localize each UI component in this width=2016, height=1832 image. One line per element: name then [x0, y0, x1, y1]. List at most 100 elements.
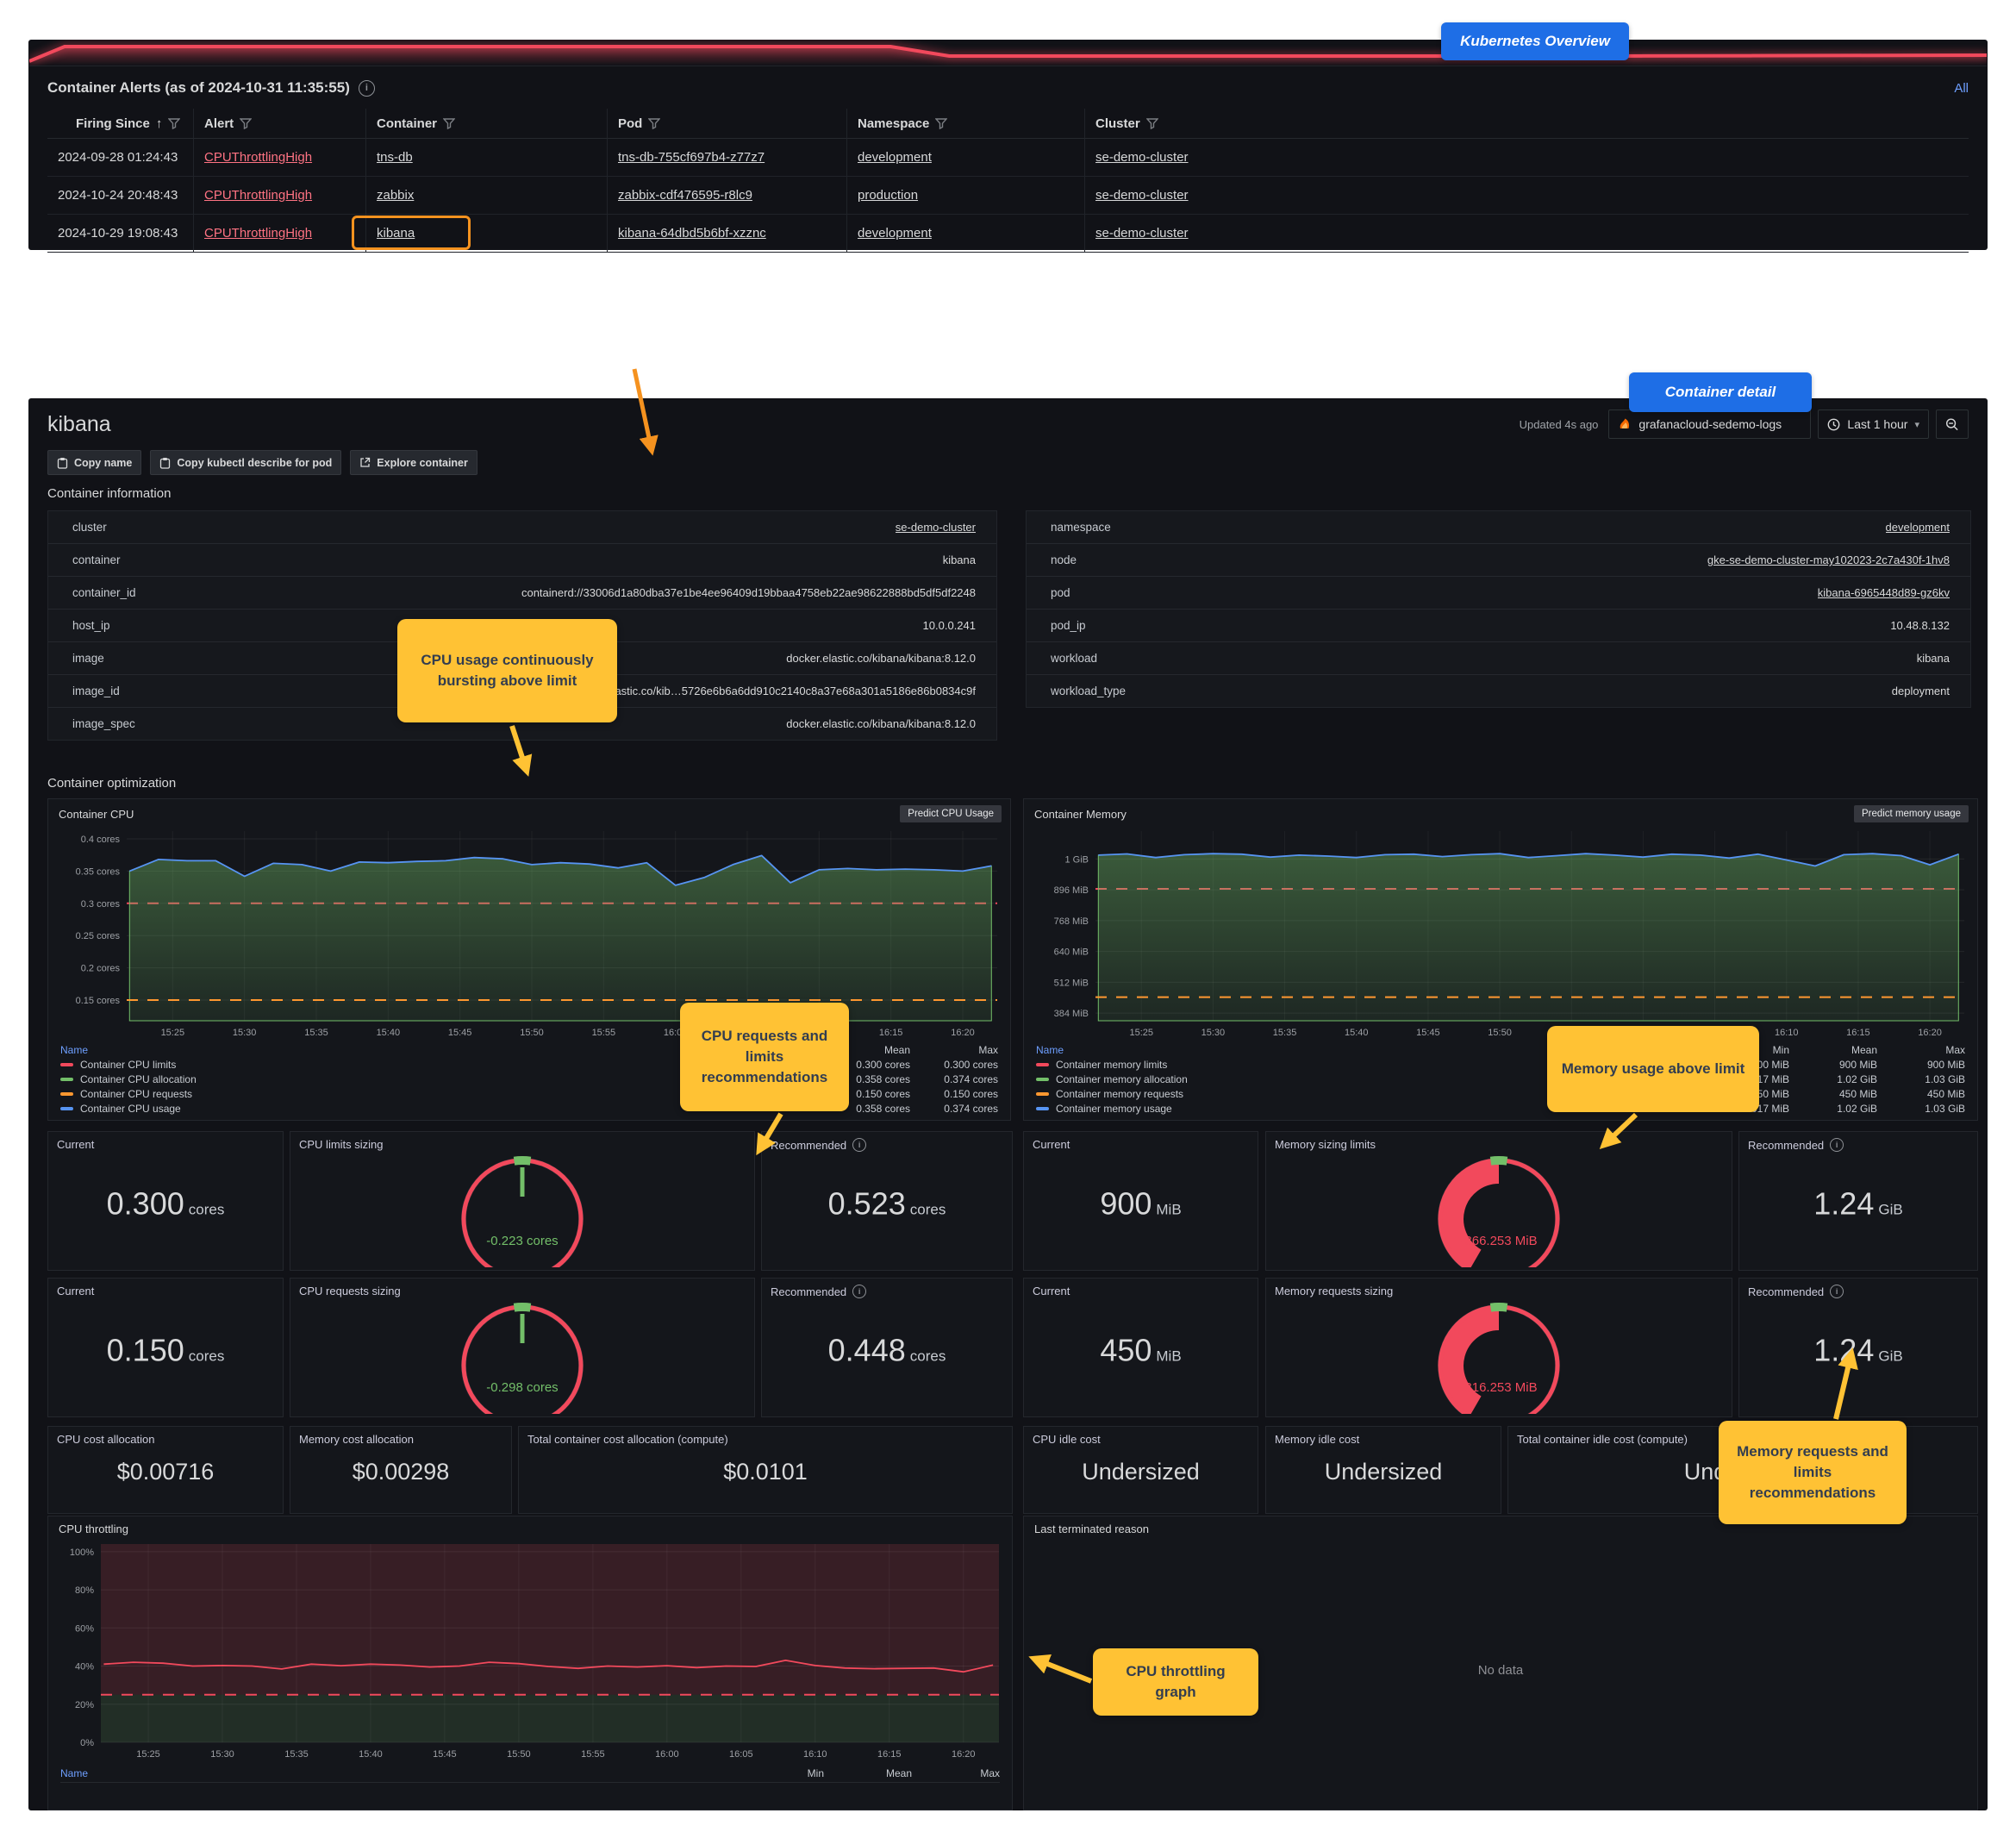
- memory-sizing-limits-gauge-panel: Memory sizing limits -366.253 MiB: [1265, 1131, 1732, 1271]
- legend-series-name[interactable]: Container memory allocation: [1056, 1072, 1188, 1085]
- pod-link[interactable]: zabbix-cdf476595-r8lc9: [618, 188, 752, 203]
- legend-series-name[interactable]: Container memory limits: [1056, 1058, 1168, 1071]
- svg-text:16:15: 16:15: [1846, 1028, 1870, 1038]
- container-optimization-heading: Container optimization: [47, 776, 177, 791]
- column-header-firing-since[interactable]: Firing Since ↑: [47, 109, 194, 139]
- filter-icon[interactable]: [168, 117, 181, 129]
- node-value-link[interactable]: gke-se-demo-cluster-may102023-2c7a430f-1…: [1707, 553, 1950, 566]
- svg-text:15:30: 15:30: [210, 1749, 234, 1760]
- container-information-heading: Container information: [47, 486, 172, 501]
- series-swatch: [60, 1106, 73, 1110]
- svg-text:-0.223 cores: -0.223 cores: [486, 1234, 558, 1248]
- alert-link[interactable]: CPUThrottlingHigh: [204, 188, 313, 203]
- filter-icon[interactable]: [935, 117, 948, 129]
- info-icon[interactable]: i: [1830, 1285, 1844, 1298]
- callout-memory-above-limit: Memory usage above limit: [1547, 1026, 1759, 1112]
- svg-text:15:35: 15:35: [284, 1749, 309, 1760]
- legend-col-name[interactable]: Name: [60, 1043, 89, 1056]
- series-swatch: [60, 1062, 73, 1066]
- filter-icon[interactable]: [648, 117, 661, 129]
- total-cost-allocation-stat: Total container cost allocation (compute…: [518, 1426, 1013, 1514]
- cluster-link[interactable]: se-demo-cluster: [1095, 150, 1189, 165]
- svg-text:0.25 cores: 0.25 cores: [76, 931, 121, 941]
- svg-text:15:50: 15:50: [520, 1028, 544, 1038]
- firing-since-cell: 2024-09-28 01:24:43: [47, 139, 194, 177]
- alert-link[interactable]: CPUThrottlingHigh: [204, 150, 313, 165]
- svg-text:16:05: 16:05: [729, 1749, 753, 1760]
- table-row: 2024-10-29 19:08:43 CPUThrottlingHigh ki…: [47, 215, 1969, 253]
- legend-row: Container CPU usage 0.358 cores 0.374 core…: [60, 1102, 998, 1115]
- info-icon[interactable]: i: [1830, 1138, 1844, 1152]
- svg-text:16:20: 16:20: [951, 1028, 975, 1038]
- legend-row: Container memory limits 900 MiB 900 MiB 900…: [1036, 1058, 1965, 1071]
- memory-limit-recommended-stat: Recommended i 1.24 GiB: [1738, 1131, 1978, 1271]
- cluster-link[interactable]: se-demo-cluster: [1095, 226, 1189, 241]
- filter-icon[interactable]: [1145, 117, 1158, 129]
- legend-header: Name Min Mean Max: [1036, 1043, 1965, 1056]
- filter-icon[interactable]: [443, 117, 456, 129]
- sort-asc-icon[interactable]: ↑: [155, 116, 163, 131]
- pod-value-link[interactable]: kibana-6965448d89-gz6kv: [1817, 586, 1950, 599]
- kubernetes-overview-badge: Kubernetes Overview: [1441, 22, 1629, 60]
- svg-text:15:55: 15:55: [581, 1749, 605, 1760]
- cpu-limits-sizing-gauge-panel: CPU limits sizing -0.223 cores: [290, 1131, 755, 1271]
- svg-text:15:40: 15:40: [377, 1028, 401, 1038]
- cluster-link[interactable]: se-demo-cluster: [1095, 188, 1189, 203]
- container-cpu-title: Container CPU: [59, 807, 134, 821]
- namespace-link[interactable]: development: [858, 226, 932, 241]
- pod-link[interactable]: tns-db-755cf697b4-z77z7: [618, 150, 765, 165]
- time-range-picker[interactable]: Last 1 hour ▾: [1818, 410, 1929, 439]
- svg-text:60%: 60%: [75, 1623, 94, 1634]
- copy-kubectl-describe-button[interactable]: Copy kubectl describe for pod: [150, 450, 342, 475]
- datasource-picker[interactable]: grafanacloud-sedemo-logs: [1608, 410, 1812, 439]
- cluster-value-link[interactable]: se-demo-cluster: [895, 521, 976, 534]
- explore-container-button[interactable]: Explore container: [350, 450, 477, 475]
- alert-link[interactable]: CPUThrottlingHigh: [204, 226, 313, 241]
- svg-text:15:40: 15:40: [359, 1749, 383, 1760]
- legend-row: Container CPU requests 0.150 cores 0.150 c…: [60, 1087, 998, 1100]
- info-icon[interactable]: i: [358, 79, 375, 97]
- legend-header: Name Mean Max: [60, 1043, 998, 1056]
- svg-text:15:50: 15:50: [1488, 1028, 1512, 1038]
- namespace-link[interactable]: production: [858, 188, 919, 203]
- column-header-container[interactable]: Container: [366, 109, 608, 139]
- column-header-namespace[interactable]: Namespace: [847, 109, 1085, 139]
- legend-series-name[interactable]: Container CPU requests: [80, 1087, 193, 1100]
- legend-series-name[interactable]: Container memory usage: [1056, 1102, 1172, 1115]
- svg-text:15:50: 15:50: [507, 1749, 531, 1760]
- column-header-cluster[interactable]: Cluster: [1085, 109, 1969, 139]
- info-icon[interactable]: i: [852, 1138, 867, 1152]
- column-header-pod[interactable]: Pod: [608, 109, 847, 139]
- pod-link[interactable]: kibana-64dbd5b6bf-xzznc: [618, 226, 766, 241]
- series-swatch: [60, 1091, 73, 1096]
- legend-series-name[interactable]: Container CPU limits: [80, 1058, 177, 1071]
- legend-col-name[interactable]: Name: [60, 1767, 89, 1779]
- container-link-kibana[interactable]: kibana: [377, 226, 415, 241]
- legend-series-name[interactable]: Container memory requests: [1056, 1087, 1184, 1100]
- info-row: container_id containerd://33006d1a80dba37…: [48, 577, 996, 610]
- predict-memory-usage-button[interactable]: Predict memory usage: [1853, 805, 1969, 822]
- svg-text:15:45: 15:45: [433, 1749, 457, 1760]
- container-link[interactable]: tns-db: [377, 150, 413, 165]
- svg-text:0%: 0%: [80, 1738, 94, 1748]
- info-row: workload kibana: [1027, 642, 1970, 675]
- predict-cpu-usage-button[interactable]: Predict CPU Usage: [900, 805, 1002, 822]
- legend-row: Container memory requests 450 MiB 450 MiB 4…: [1036, 1087, 1965, 1100]
- namespace-value-link[interactable]: development: [1885, 521, 1950, 534]
- firing-since-cell: 2024-10-24 20:48:43: [47, 177, 194, 215]
- legend-series-name[interactable]: Container CPU usage: [80, 1102, 181, 1115]
- legend-series-name[interactable]: Container CPU allocation: [80, 1072, 197, 1085]
- filter-icon[interactable]: [240, 117, 253, 129]
- alerts-all-link[interactable]: All: [1954, 80, 1969, 96]
- page-title: kibana: [47, 411, 111, 436]
- column-header-alert[interactable]: Alert: [194, 109, 366, 139]
- zoom-out-button[interactable]: [1936, 410, 1969, 439]
- namespace-link[interactable]: development: [858, 150, 932, 165]
- legend-col-name[interactable]: Name: [1036, 1043, 1064, 1056]
- cpu-requests-sizing-gauge: -0.298 cores: [461, 1303, 584, 1414]
- cpu-legend: Name Mean Max Container CPU limits 0.300 …: [48, 1041, 1010, 1115]
- info-icon[interactable]: i: [852, 1285, 867, 1298]
- copy-name-button[interactable]: Copy name: [47, 450, 142, 475]
- container-link[interactable]: zabbix: [377, 188, 415, 203]
- info-row: workload_type deployment: [1051, 685, 1950, 697]
